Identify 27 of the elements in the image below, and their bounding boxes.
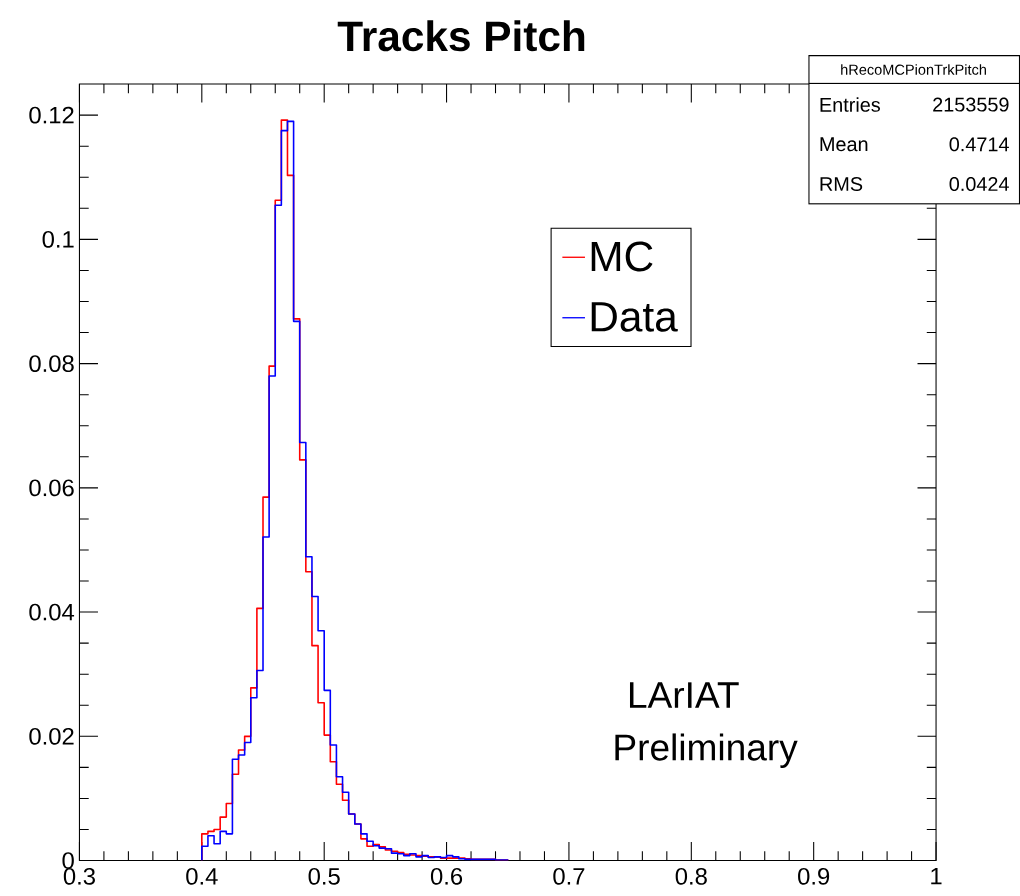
annotation: LArIAT — [629, 682, 739, 708]
x-tick-label: 0.3 — [63, 867, 95, 885]
y-tick-label: 0.02 — [29, 727, 74, 745]
y-tick-label: 0.1 — [42, 230, 74, 248]
x-tick-label: 0.7 — [553, 867, 585, 885]
annotation: Mean — [820, 137, 868, 152]
legend-label: Data — [591, 302, 678, 332]
y-tick-label: 0.08 — [29, 355, 74, 372]
chart-title: Tracks Pitch — [337, 20, 585, 52]
y-tick-label: 0.06 — [29, 479, 74, 497]
y-tick-label: 0 — [62, 851, 74, 869]
y-tick-label: 0.12 — [29, 106, 74, 124]
x-tick-label: 0.8 — [675, 867, 707, 885]
text: 0.0424 — [949, 176, 1009, 191]
annotation: Entries — [820, 97, 881, 112]
x-tick-label: 0.9 — [798, 867, 830, 885]
annotation: Preliminary — [615, 733, 798, 768]
annotation: RMS — [820, 176, 863, 191]
x-tick-label: 0.4 — [186, 867, 218, 885]
x-tick-label: 0.6 — [430, 867, 463, 885]
annotation: 2153559 — [933, 97, 1009, 112]
text: hRecoMCPionTrkPitch — [841, 64, 986, 75]
legend-label: MC — [591, 241, 653, 272]
x-tick-label: 0.5 — [308, 867, 340, 885]
text: 0.4714 — [949, 137, 1009, 152]
x-tick-label: 1 — [931, 867, 942, 885]
y-tick-label: 0.04 — [29, 603, 75, 621]
